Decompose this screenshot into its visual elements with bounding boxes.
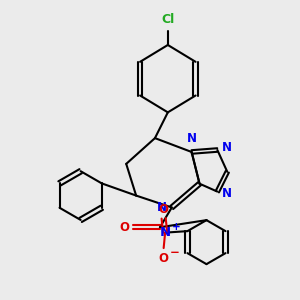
Text: −: − [170,246,180,259]
Text: N: N [187,132,196,145]
Text: +: + [172,222,180,232]
Text: Cl: Cl [161,13,175,26]
Text: N: N [222,188,232,200]
Text: N: N [160,226,171,239]
Text: N: N [157,201,167,214]
Text: O: O [120,221,130,234]
Text: N: N [222,141,232,154]
Text: O: O [159,252,169,265]
Text: O: O [159,203,169,216]
